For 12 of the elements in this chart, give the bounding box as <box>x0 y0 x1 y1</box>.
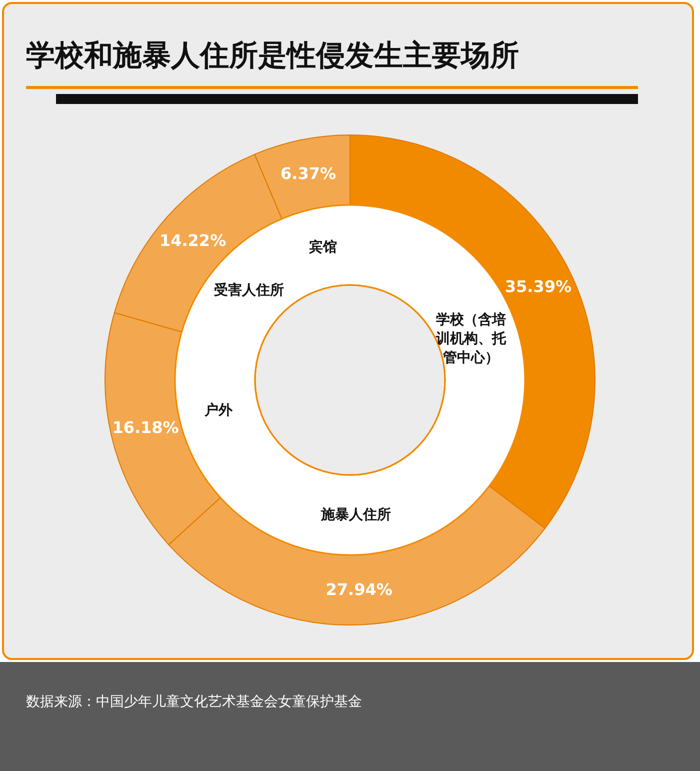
data-label: 14.22% <box>159 230 226 250</box>
slice-label: 学校（含培训机构、托管中心） <box>434 311 507 366</box>
data-label: 35.39% <box>504 276 572 296</box>
slice-label: 户外 <box>204 402 234 419</box>
slice-label: 宾馆 <box>308 238 338 256</box>
data-label: 16.18% <box>112 418 179 437</box>
slice-label: 受害人住所 <box>212 282 284 299</box>
chart-title: 学校和施暴人住所是性侵发生主要场所 <box>26 37 519 74</box>
source-note: 数据来源：中国少年儿童文化艺术基金会女童保护基金 <box>26 693 362 712</box>
data-label: 27.94% <box>326 580 392 599</box>
slice-label: 施暴人住所 <box>320 506 391 523</box>
data-label: 6.37% <box>280 164 336 184</box>
